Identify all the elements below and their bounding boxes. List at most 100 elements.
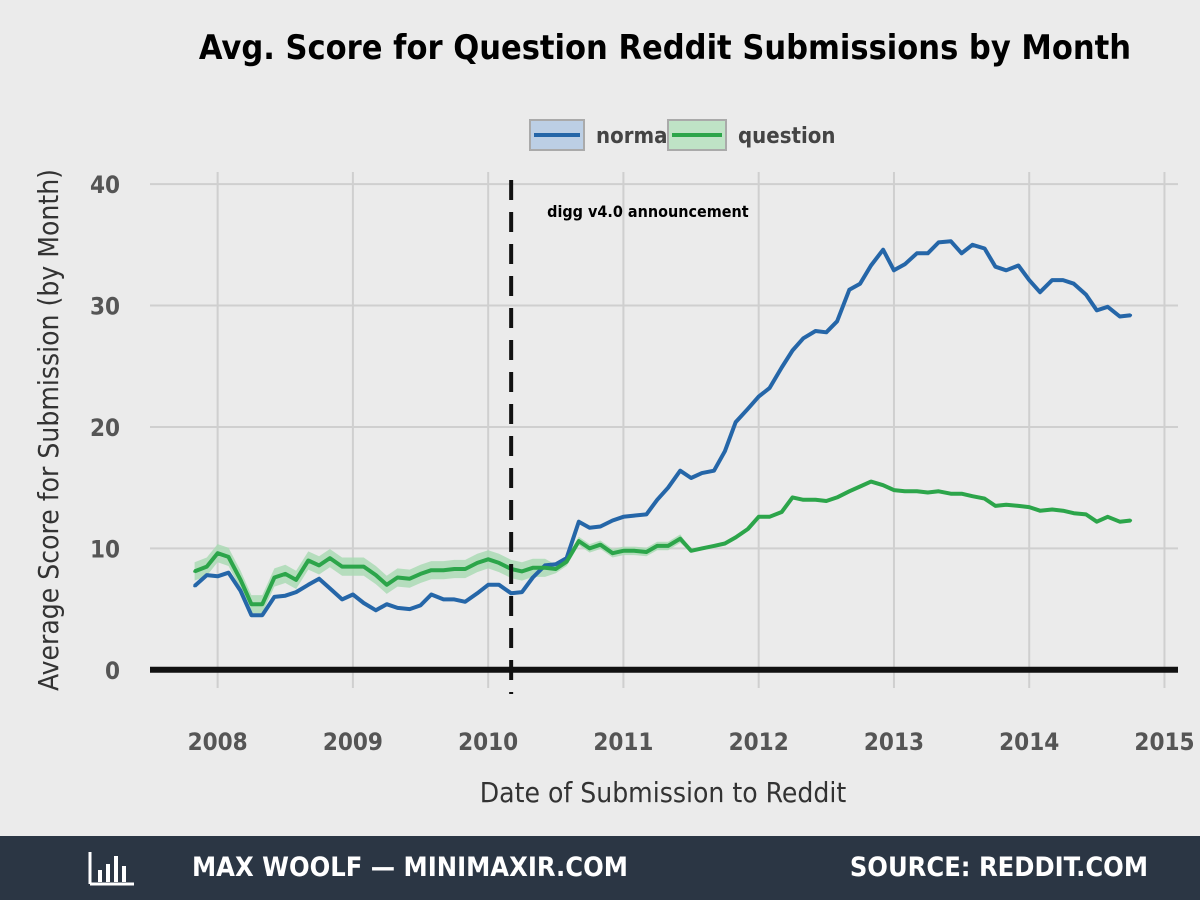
- x-axis-title: Date of Submission to Reddit: [480, 776, 847, 809]
- series-line-normal: [193, 239, 1131, 618]
- data-point-question-15: [362, 565, 366, 568]
- grid-lines: [150, 172, 1178, 688]
- data-point-question-79: [1084, 513, 1088, 516]
- data-point-normal-34: [577, 520, 581, 524]
- data-point-question-65: [926, 491, 930, 494]
- data-point-normal-46: [712, 469, 716, 473]
- data-point-normal-66: [937, 241, 940, 244]
- data-point-normal-18: [396, 606, 399, 610]
- data-point-question-17: [385, 583, 389, 587]
- data-point-question-18: [396, 576, 399, 579]
- data-point-normal-4: [239, 589, 243, 593]
- data-point-normal-67: [949, 239, 953, 243]
- x-tick-label-2012: 2012: [729, 728, 789, 756]
- data-point-question-31: [543, 566, 547, 570]
- data-point-normal-79: [1084, 293, 1088, 296]
- data-point-normal-41: [655, 498, 659, 502]
- data-point-question-55: [814, 498, 817, 502]
- series-line-question: [193, 479, 1131, 607]
- data-point-question-50: [757, 515, 761, 519]
- data-point-normal-60: [869, 264, 873, 267]
- data-point-question-83: [1129, 519, 1133, 522]
- data-point-normal-2: [216, 574, 220, 578]
- data-point-question-60: [869, 480, 873, 483]
- data-point-question-39: [632, 549, 636, 553]
- data-point-normal-43: [678, 469, 682, 473]
- data-point-question-44: [689, 549, 693, 553]
- data-point-question-43: [678, 537, 682, 541]
- axis-ticks: 2008 2009 2010 2011 2012 2013 2014 2015 0 10 20 30 4…: [90, 171, 1195, 756]
- data-point-question-8: [283, 572, 287, 576]
- data-point-normal-83: [1129, 313, 1133, 317]
- data-point-question-23: [452, 567, 456, 571]
- data-point-question-56: [824, 499, 828, 503]
- data-point-question-10: [306, 559, 310, 562]
- data-point-question-80: [1095, 520, 1099, 524]
- data-point-question-75: [1038, 509, 1042, 513]
- data-point-normal-7: [273, 595, 276, 599]
- x-tick-label-2010: 2010: [458, 728, 518, 756]
- data-point-question-62: [892, 488, 896, 492]
- data-point-question-58: [847, 489, 851, 493]
- data-point-question-22: [442, 568, 445, 572]
- data-point-question-76: [1050, 508, 1054, 511]
- data-point-normal-24: [463, 600, 467, 604]
- y-tick-label-0: 0: [105, 657, 120, 685]
- data-point-normal-75: [1038, 290, 1042, 294]
- data-point-normal-63: [903, 262, 907, 266]
- data-point-normal-40: [645, 513, 648, 516]
- data-point-question-36: [599, 543, 602, 547]
- data-point-normal-68: [960, 251, 963, 255]
- data-point-question-21: [429, 568, 433, 572]
- data-point-normal-56: [824, 330, 828, 334]
- data-point-question-46: [712, 544, 716, 548]
- data-point-question-30: [531, 566, 535, 570]
- data-point-question-38: [622, 549, 625, 553]
- data-point-question-72: [1004, 503, 1008, 507]
- data-point-question-1: [205, 565, 209, 568]
- bar-chart-icon: [88, 852, 134, 886]
- data-point-normal-30: [531, 576, 535, 579]
- data-point-question-16: [374, 573, 378, 577]
- footer-credit: MAX WOOLF — MINIMAXIR.COM: [192, 852, 628, 883]
- data-point-question-25: [475, 561, 479, 565]
- data-point-normal-48: [734, 420, 738, 424]
- data-point-question-81: [1106, 515, 1110, 519]
- data-point-question-66: [937, 489, 940, 493]
- legend: normal question: [529, 119, 835, 151]
- footer-bar: MAX WOOLF — MINIMAXIR.COM SOURCE: REDDIT…: [0, 836, 1200, 900]
- data-point-normal-17: [385, 602, 389, 606]
- y-tick-label-10: 10: [90, 535, 120, 563]
- data-point-normal-76: [1050, 278, 1054, 282]
- footer-source: SOURCE: REDDIT.COM: [849, 852, 1148, 883]
- data-point-question-35: [588, 547, 591, 550]
- data-point-normal-25: [475, 591, 479, 595]
- data-point-question-9: [294, 578, 298, 582]
- legend-label-normal: normal: [596, 124, 674, 149]
- data-point-normal-52: [780, 366, 784, 369]
- data-point-question-26: [486, 557, 490, 561]
- data-point-normal-38: [622, 515, 625, 519]
- data-point-question-42: [666, 544, 670, 548]
- data-point-normal-8: [283, 594, 287, 598]
- data-point-question-13: [340, 565, 344, 568]
- data-point-question-29: [520, 570, 524, 573]
- annotation: digg v4.0 announcement: [509, 180, 749, 694]
- x-tick-label-2009: 2009: [323, 728, 383, 756]
- annotation-label: digg v4.0 announcement: [547, 202, 749, 221]
- data-point-normal-55: [814, 329, 817, 333]
- data-point-normal-20: [419, 604, 422, 607]
- y-tick-label-40: 40: [90, 171, 120, 199]
- data-point-question-63: [903, 489, 907, 493]
- data-point-question-2: [216, 551, 220, 555]
- data-point-question-67: [949, 492, 953, 496]
- data-point-question-59: [858, 485, 862, 488]
- data-point-question-40: [645, 550, 648, 554]
- x-tick-label-2008: 2008: [188, 728, 248, 756]
- data-point-question-14: [351, 565, 355, 568]
- data-point-normal-3: [227, 571, 230, 575]
- data-point-question-51: [768, 515, 771, 519]
- data-point-normal-42: [666, 486, 670, 490]
- data-point-normal-14: [351, 593, 355, 596]
- data-point-normal-62: [892, 268, 896, 272]
